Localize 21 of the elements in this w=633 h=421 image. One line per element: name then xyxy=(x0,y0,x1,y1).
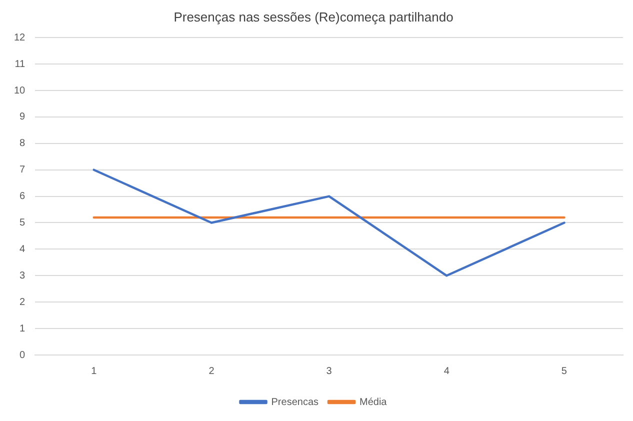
x-tick-label: 5 xyxy=(561,366,568,377)
y-tick-label: 12 xyxy=(14,32,26,44)
y-tick-label: 11 xyxy=(14,58,26,70)
y-tick-label: 9 xyxy=(20,112,26,123)
x-tick-label: 1 xyxy=(91,366,98,377)
chart-title: Presenças nas sessões (Re)começa partilhando xyxy=(174,9,454,24)
y-tick-label: 3 xyxy=(20,270,26,282)
legend-label: Presencas xyxy=(271,396,319,408)
y-tick-label: 8 xyxy=(20,138,26,150)
y-tick-label: 5 xyxy=(20,218,26,228)
y-tick-label: 6 xyxy=(20,191,26,202)
x-tick-label: 4 xyxy=(444,366,450,377)
legend-label: Média xyxy=(360,396,388,408)
x-tick-label: 2 xyxy=(208,366,215,377)
y-tick-label: 7 xyxy=(20,164,26,176)
y-tick-label: 2 xyxy=(20,296,26,308)
x-tick-label: 3 xyxy=(326,366,332,377)
y-tick-label: 1 xyxy=(20,323,26,334)
y-tick-label: 0 xyxy=(20,350,26,361)
y-tick-label: 10 xyxy=(14,85,26,96)
y-tick-label: 4 xyxy=(20,244,26,255)
